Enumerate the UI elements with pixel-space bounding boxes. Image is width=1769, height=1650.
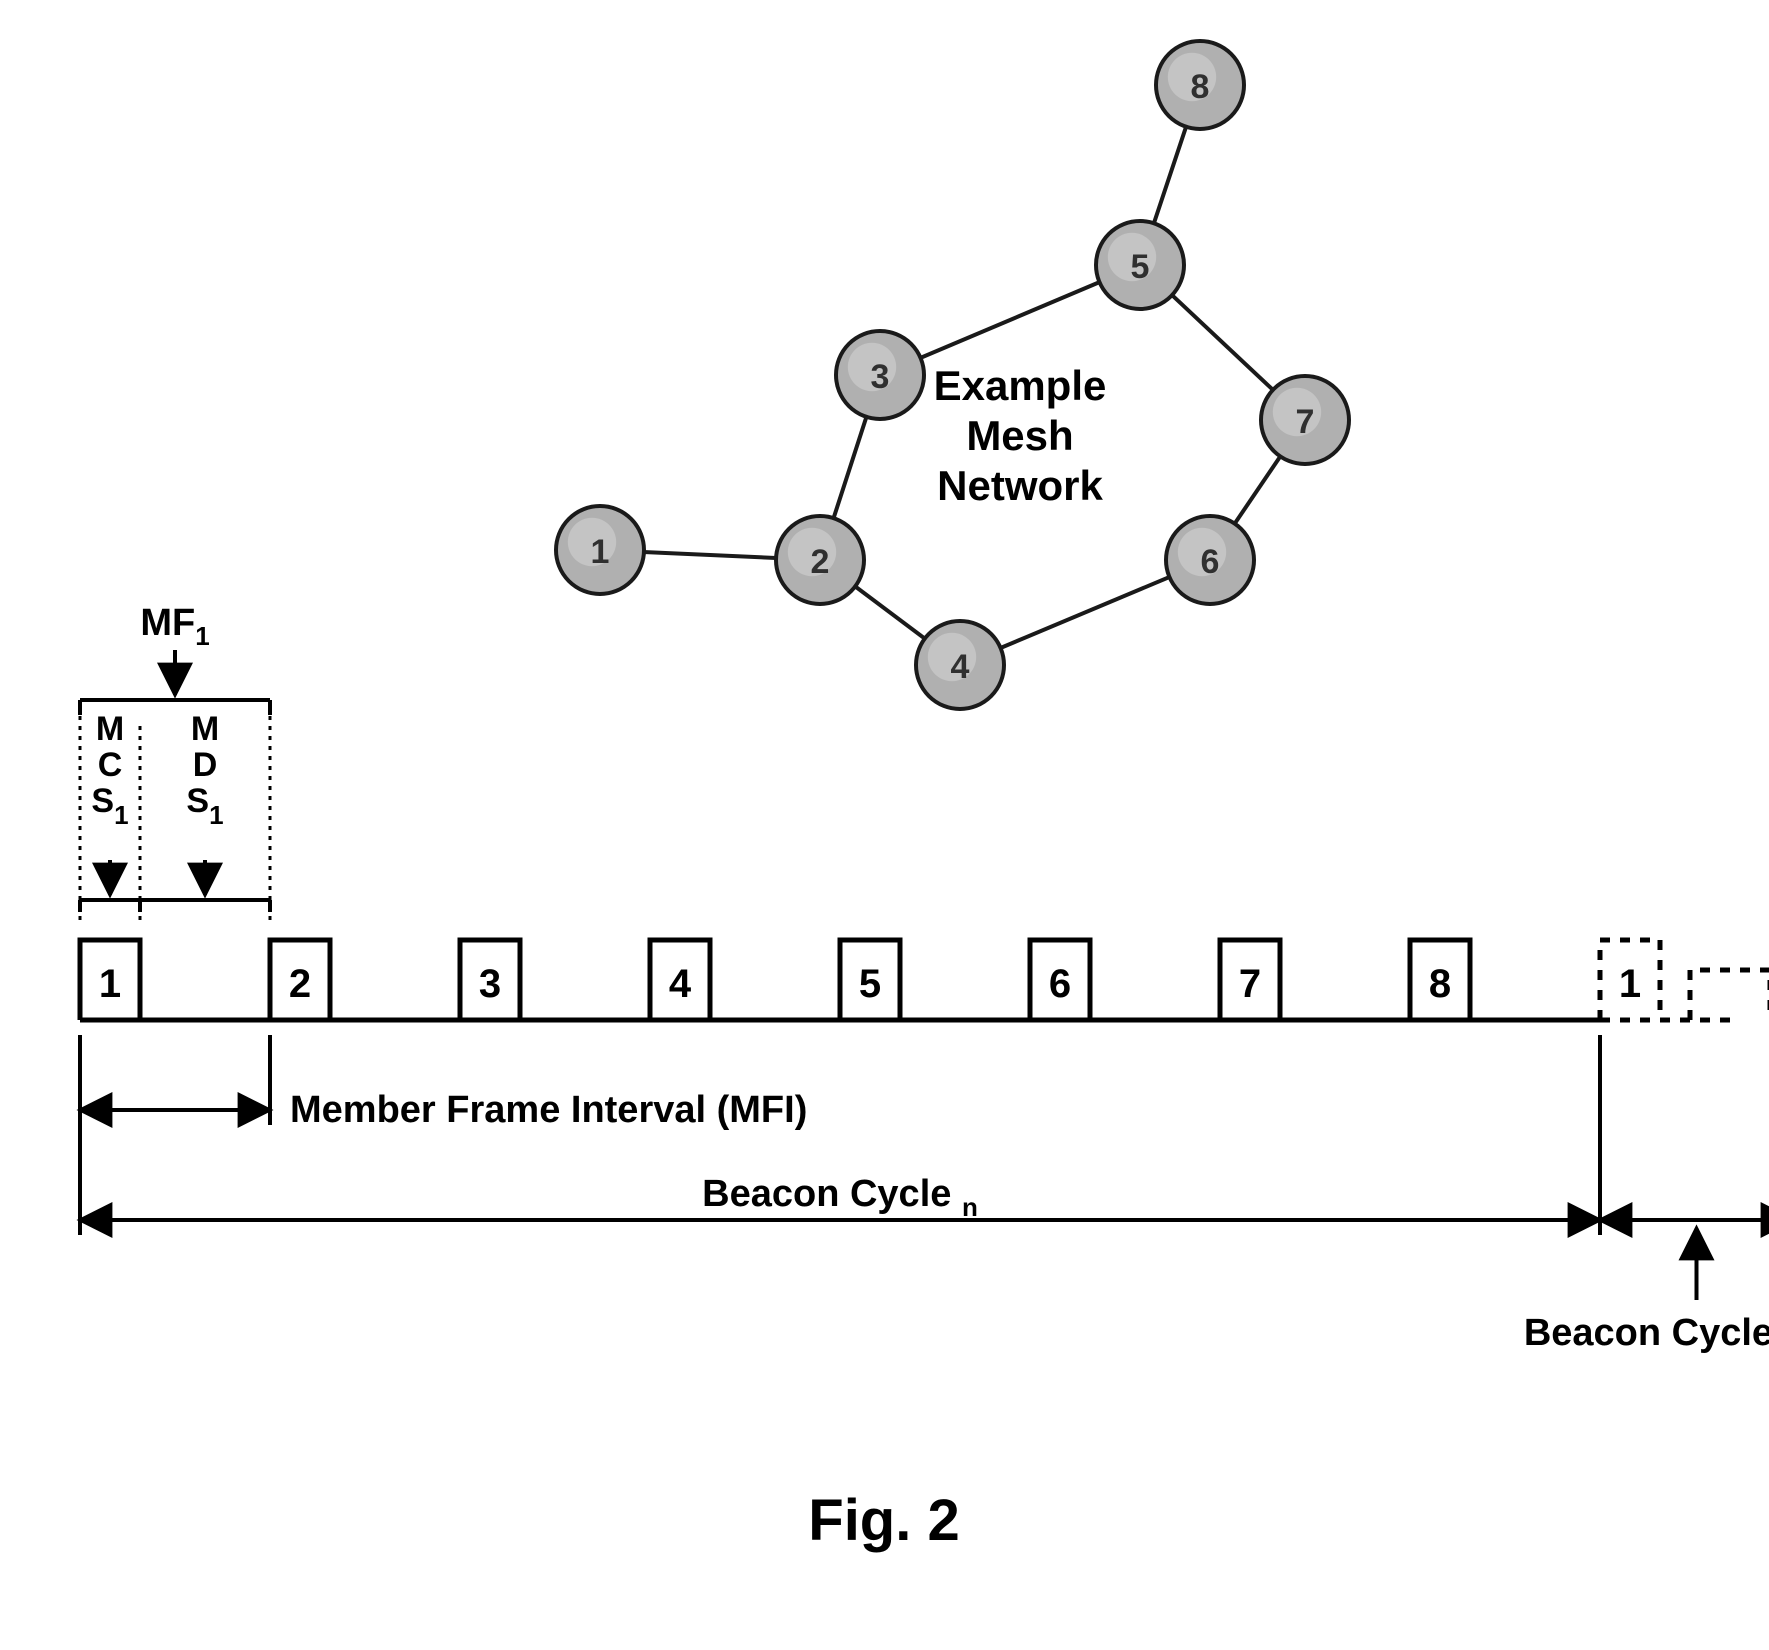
mfi-label: Member Frame Interval (MFI) — [290, 1089, 807, 1131]
mesh-node-label: 6 — [1201, 543, 1220, 581]
mesh-node-4: 4 — [916, 621, 1004, 709]
mesh-node-5: 5 — [1096, 221, 1184, 309]
mesh-node-label: 7 — [1296, 403, 1315, 441]
mesh-node-2: 2 — [776, 516, 864, 604]
annotation-text: MF1 — [140, 602, 209, 651]
mesh-node-label: 5 — [1131, 248, 1150, 286]
slot-label: 4 — [669, 962, 692, 1006]
mesh-node-6: 6 — [1166, 516, 1254, 604]
mesh-node-label: 8 — [1191, 68, 1210, 106]
figure-caption: Fig. 2 — [808, 1488, 959, 1553]
mesh-caption-line: Example — [934, 362, 1107, 409]
mesh-caption: ExampleMeshNetwork — [934, 362, 1107, 509]
mesh-node-3: 3 — [836, 331, 924, 419]
annotation-vtext: MDS1 — [186, 710, 223, 830]
beacon-cycle-timeline: 1 2 3 4 5 6 7 8 1 — [80, 940, 1769, 1020]
annotation-vtext: MCS1 — [91, 710, 128, 830]
annotation-text: Beacon Cycle n+1 — [1524, 1312, 1769, 1361]
annotation-text: Beacon Cycle n — [702, 1173, 978, 1222]
slot-label: 2 — [289, 962, 311, 1006]
mesh-node-label: 4 — [951, 648, 970, 686]
next-cycle-gap-outline — [1690, 970, 1769, 1020]
slot-label: 5 — [859, 962, 881, 1006]
next-cycle-slot-label: 1 — [1619, 962, 1641, 1006]
slot-label: 1 — [99, 962, 121, 1006]
mesh-node-8: 8 — [1156, 41, 1244, 129]
slot-label: 7 — [1239, 962, 1261, 1006]
slot-label: 8 — [1429, 962, 1451, 1006]
mesh-node-label: 3 — [871, 358, 890, 396]
slot-label: 3 — [479, 962, 501, 1006]
mesh-node-label: 1 — [591, 533, 610, 571]
mesh-node-label: 2 — [811, 543, 830, 581]
mesh-caption-line: Mesh — [966, 412, 1073, 459]
mesh-node-1: 1 — [556, 506, 644, 594]
timing-annotations: MF1 MCS1 MDS1 Member Frame Interval (MFI) Be… — [80, 602, 1769, 1361]
mesh-caption-line: Network — [937, 462, 1103, 509]
figure-2-diagram: 1 2 3 4 5 6 7 8 ExampleMeshNetwork 1 2 3 4 5 6 7 8 1 MF… — [0, 0, 1769, 1650]
mesh-node-7: 7 — [1261, 376, 1349, 464]
slot-label: 6 — [1049, 962, 1071, 1006]
